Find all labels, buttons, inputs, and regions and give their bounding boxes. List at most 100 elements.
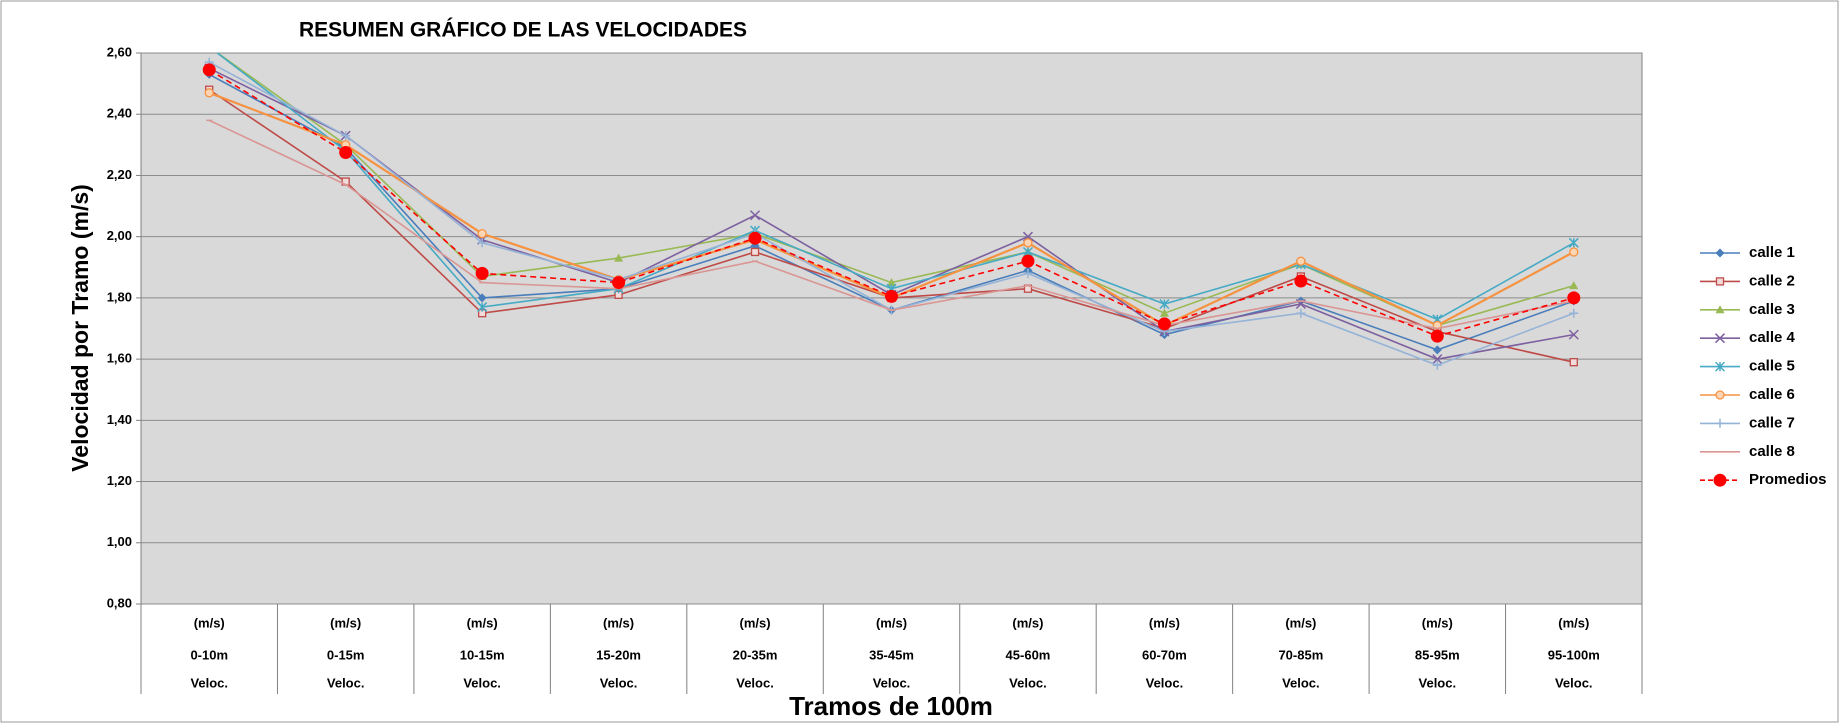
marker xyxy=(1715,390,1725,400)
marker xyxy=(477,238,487,248)
x-tick-label: Veloc. xyxy=(736,675,774,690)
series-group xyxy=(202,53,1581,370)
marker xyxy=(1715,277,1725,286)
x-tick-label: (m/s) xyxy=(330,615,361,630)
y-tick-label: 1,40 xyxy=(107,412,132,427)
x-tick-label: (m/s) xyxy=(1422,615,1453,630)
marker xyxy=(1430,329,1444,343)
legend-label: calle 3 xyxy=(1749,301,1795,318)
marker xyxy=(1432,354,1443,365)
marker xyxy=(1568,237,1579,248)
x-tick-label: 15-20m xyxy=(596,647,641,662)
marker xyxy=(1714,361,1726,372)
x-tick-label: Veloc. xyxy=(327,675,365,690)
marker xyxy=(748,231,762,245)
y-tick-label: 2,60 xyxy=(107,44,132,59)
marker xyxy=(1294,274,1308,288)
x-tick-label: Veloc. xyxy=(1555,675,1593,690)
x-tick-label: (m/s) xyxy=(1558,615,1589,630)
marker xyxy=(612,276,626,290)
y-tick-label: 2,20 xyxy=(107,167,132,182)
x-tick-label: (m/s) xyxy=(467,615,498,630)
x-tick-label: 95-100m xyxy=(1548,647,1600,662)
marker xyxy=(1569,281,1579,290)
marker xyxy=(1432,360,1442,370)
marker xyxy=(1714,333,1726,344)
y-tick-label: 2,40 xyxy=(107,106,132,121)
x-tick-label: Veloc. xyxy=(1146,675,1184,690)
plot-area xyxy=(140,52,1643,605)
x-tick-label: Veloc. xyxy=(600,675,638,690)
legend-label: calle 7 xyxy=(1749,414,1795,431)
chart-title: RESUMEN GRÁFICO DE LAS VELOCIDADES xyxy=(299,19,747,42)
legend-label: calle 4 xyxy=(1749,329,1796,346)
y-tick-label: 0,80 xyxy=(107,595,132,610)
marker xyxy=(1569,247,1579,257)
marker xyxy=(1569,358,1578,367)
marker xyxy=(1715,305,1725,314)
marker xyxy=(477,228,487,239)
marker xyxy=(204,88,214,98)
x-tick-label: Veloc. xyxy=(873,675,911,690)
legend-label: calle 8 xyxy=(1749,443,1795,460)
marker xyxy=(1568,329,1579,340)
x-tick-label: (m/s) xyxy=(603,615,634,630)
x-tick-label: Veloc. xyxy=(463,675,501,690)
marker xyxy=(750,247,760,257)
x-tick-label: 0-10m xyxy=(190,647,228,662)
y-tick-label: 2,00 xyxy=(107,228,132,243)
x-tick-label: 10-15m xyxy=(460,647,505,662)
marker xyxy=(339,145,353,159)
marker xyxy=(1159,298,1170,310)
marker xyxy=(614,253,624,262)
y-tick-label: 1,00 xyxy=(107,534,132,549)
marker xyxy=(477,302,488,313)
marker xyxy=(202,63,216,77)
x-tick-label: (m/s) xyxy=(876,615,907,630)
marker xyxy=(885,289,898,303)
marker xyxy=(1713,473,1727,487)
x-tick-label: 85-95m xyxy=(1415,647,1460,662)
y-axis-label: Velocidad por Tramo (m/s) xyxy=(67,184,93,472)
x-tick-label: Veloc. xyxy=(190,675,228,690)
marker xyxy=(341,131,351,141)
x-tick-label: Veloc. xyxy=(1282,675,1320,690)
x-tick-label: (m/s) xyxy=(194,615,225,630)
marker xyxy=(750,210,761,221)
y-tick-label: 1,80 xyxy=(107,289,132,304)
y-tick-label: 1,60 xyxy=(107,351,132,366)
x-axis-label: Tramos de 100m xyxy=(789,691,993,721)
x-tick-label: 70-85m xyxy=(1278,647,1323,662)
legend-label: Promedios xyxy=(1749,471,1827,488)
y-tick-label: 1,20 xyxy=(107,473,132,488)
x-tick-label: 20-35m xyxy=(733,647,778,662)
marker xyxy=(1567,291,1581,305)
legend-label: calle 5 xyxy=(1749,358,1795,375)
marker xyxy=(1159,308,1169,317)
x-tick-label: Veloc. xyxy=(1419,675,1457,690)
marker xyxy=(1569,308,1579,318)
marker xyxy=(1021,254,1035,268)
marker xyxy=(1023,238,1033,248)
x-tick-label: (m/s) xyxy=(1149,615,1180,630)
legend-label: calle 2 xyxy=(1749,272,1795,289)
x-tick-label: 60-70m xyxy=(1142,647,1187,662)
x-tick-label: (m/s) xyxy=(1285,615,1316,630)
marker xyxy=(1023,268,1033,278)
marker xyxy=(1296,308,1306,318)
marker xyxy=(1715,418,1725,428)
legend-label: calle 1 xyxy=(1749,244,1795,261)
x-tick-label: (m/s) xyxy=(740,615,771,630)
marker xyxy=(1157,317,1171,331)
x-tick-label: Veloc. xyxy=(1009,675,1047,690)
legend-label: calle 6 xyxy=(1749,386,1795,403)
marker xyxy=(477,293,487,303)
marker xyxy=(1432,345,1442,355)
x-tick-label: 45-60m xyxy=(1006,647,1051,662)
marker xyxy=(1715,248,1725,258)
marker xyxy=(475,266,489,280)
marker xyxy=(1296,256,1306,266)
x-tick-label: 35-45m xyxy=(869,647,914,662)
x-tick-label: (m/s) xyxy=(1012,615,1043,630)
